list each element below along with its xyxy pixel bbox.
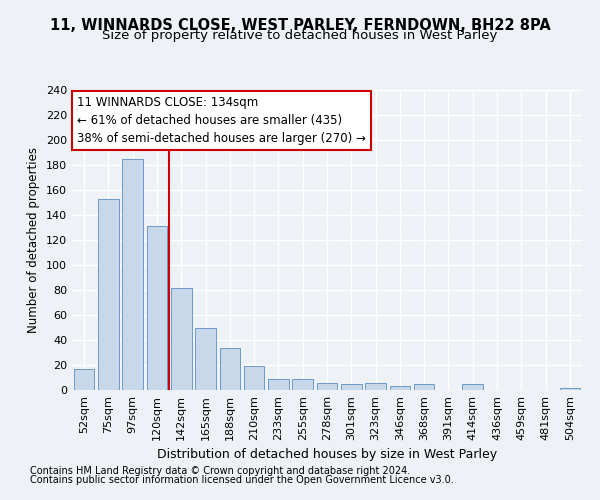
Bar [268,379,289,390]
Bar [560,388,580,390]
Bar [414,384,434,390]
Bar [389,386,410,390]
X-axis label: Distribution of detached houses by size in West Parley: Distribution of detached houses by size … [157,448,497,462]
Bar [220,348,240,390]
Text: Contains HM Land Registry data © Crown copyright and database right 2024.: Contains HM Land Registry data © Crown c… [30,466,410,476]
Bar [317,382,337,390]
Bar [122,159,143,390]
Text: Size of property relative to detached houses in West Parley: Size of property relative to detached ho… [103,28,497,42]
Y-axis label: Number of detached properties: Number of detached properties [28,147,40,333]
Bar [171,288,191,390]
Text: 11 WINNARDS CLOSE: 134sqm
← 61% of detached houses are smaller (435)
38% of semi: 11 WINNARDS CLOSE: 134sqm ← 61% of detac… [77,96,366,145]
Bar [244,366,265,390]
Bar [146,226,167,390]
Text: 11, WINNARDS CLOSE, WEST PARLEY, FERNDOWN, BH22 8PA: 11, WINNARDS CLOSE, WEST PARLEY, FERNDOW… [50,18,550,32]
Bar [463,384,483,390]
Bar [292,379,313,390]
Bar [365,382,386,390]
Bar [341,384,362,390]
Bar [98,198,119,390]
Bar [74,369,94,390]
Bar [195,328,216,390]
Text: Contains public sector information licensed under the Open Government Licence v3: Contains public sector information licen… [30,475,454,485]
